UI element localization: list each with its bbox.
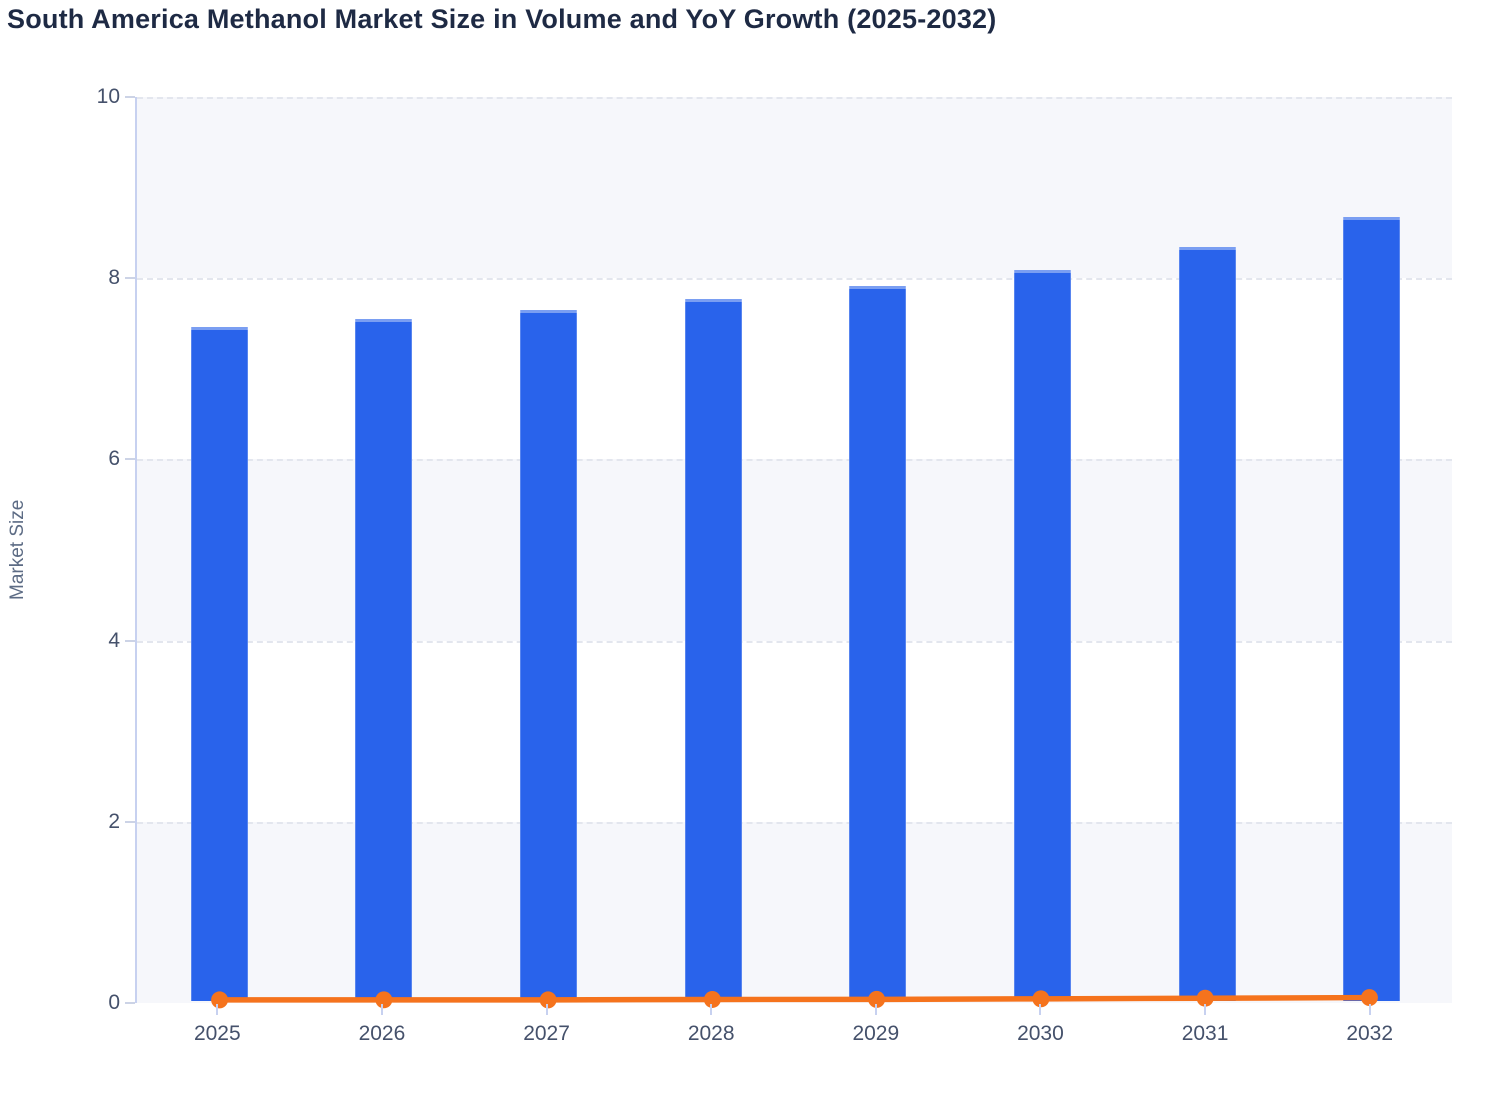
x-axis-tick-mark (545, 1004, 548, 1015)
bar-2029 (849, 286, 907, 1001)
yoy-marker-2027 (539, 991, 557, 1009)
y-axis-tick-label: 4 (108, 628, 120, 652)
y-axis-tick-label: 0 (108, 991, 120, 1014)
x-axis-tick-mark (1039, 1004, 1042, 1015)
yoy-marker-2025 (211, 991, 229, 1009)
y-axis-tick-mark (125, 277, 135, 280)
x-axis-tick-mark (874, 1004, 877, 1015)
x-axis-label-2028: 2028 (687, 1022, 735, 1045)
y-axis-tick-label: 8 (108, 266, 120, 290)
x-axis-tick-mark (1204, 1004, 1207, 1015)
y-axis-tick-mark (125, 458, 135, 461)
yoy-marker-2032 (1360, 989, 1378, 1007)
x-axis-label-2025: 2025 (193, 1022, 241, 1045)
y-axis-tick-mark (125, 96, 135, 98)
gridline (137, 821, 1452, 824)
y-axis-tick-label: 6 (108, 447, 120, 471)
x-axis-label-2031: 2031 (1181, 1022, 1229, 1045)
y-axis-tick-mark (125, 639, 135, 642)
yoy-growth-line (216, 994, 1373, 1003)
x-axis-label-2027: 2027 (523, 1022, 570, 1045)
yoy-marker-2029 (868, 990, 886, 1008)
x-axis-tick-mark (216, 1004, 219, 1015)
x-axis-tick-mark (710, 1004, 713, 1015)
bar-2032 (1343, 217, 1401, 1001)
bar-2031 (1178, 247, 1236, 1001)
x-axis-label-2026: 2026 (358, 1022, 406, 1045)
bar-2025 (190, 326, 248, 1001)
plot-area (135, 97, 1452, 1009)
bar-2026 (355, 318, 413, 1001)
yoy-marker-2031 (1196, 989, 1214, 1007)
gridline (137, 97, 1452, 99)
chart-title: South America Methanol Market Size in Vo… (7, 4, 997, 34)
y-axis-tick-label: 10 (96, 85, 120, 108)
bar-2027 (520, 309, 578, 1001)
x-axis-label-2032: 2032 (1346, 1022, 1394, 1045)
x-axis-labels: 2025 2026 2027 2028 2029 2030 2031 2032 (135, 1022, 1452, 1062)
gridline (137, 640, 1452, 643)
x-axis-label-2030: 2030 (1017, 1022, 1064, 1045)
line-series (211, 989, 1378, 1009)
x-axis-tick-mark (1368, 1004, 1371, 1015)
x-axis-label-2029: 2029 (852, 1022, 900, 1045)
y-axis-tick-mark (125, 820, 135, 823)
bar-2028 (684, 298, 742, 1001)
y-axis-tick-label: 2 (108, 809, 120, 833)
x-axis-tick-mark (380, 1004, 383, 1015)
y-axis-tick-mark (125, 1002, 135, 1004)
gridline (137, 278, 1452, 281)
gridline (137, 459, 1452, 462)
yoy-marker-2028 (703, 990, 721, 1008)
yoy-marker-2026 (375, 991, 393, 1009)
bar-2030 (1013, 269, 1071, 1001)
yoy-marker-2030 (1032, 990, 1050, 1008)
y-axis-title: Market Size (7, 499, 28, 601)
